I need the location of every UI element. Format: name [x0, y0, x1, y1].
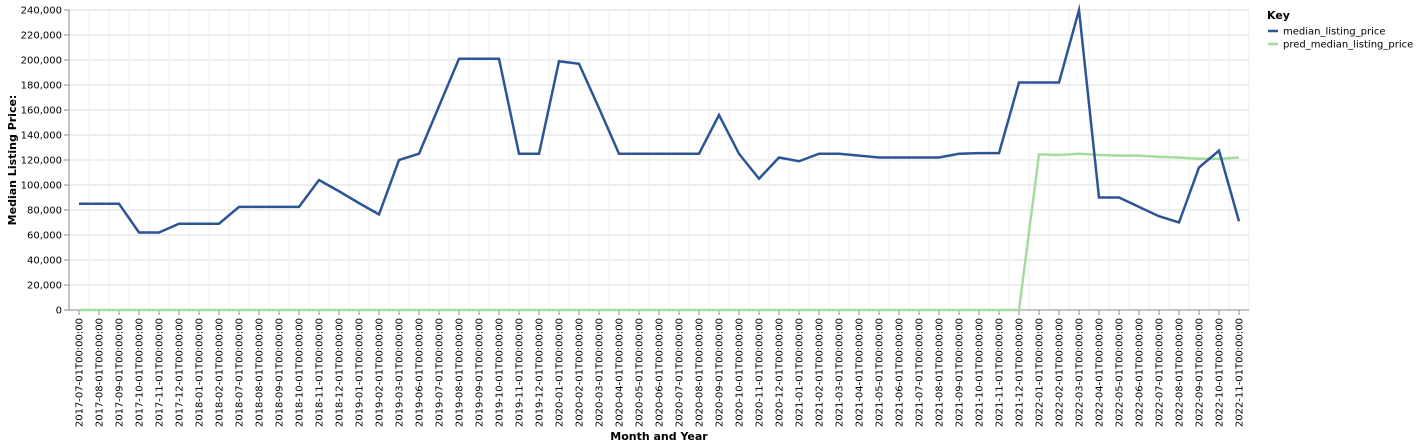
- x-tick-label: 2018-07-01T00:00:00: [235, 318, 246, 427]
- x-tick-label: 2020-10-01T00:00:00: [735, 318, 746, 427]
- series-lines: [79, 3, 1241, 312]
- x-tick-label: 2021-06-01T00:00:00: [895, 318, 906, 427]
- x-tick-label: 2020-11-01T00:00:00: [755, 318, 766, 427]
- x-tick-label: 2021-11-01T00:00:00: [995, 318, 1006, 427]
- y-tick-label: 0: [56, 306, 62, 317]
- series-line-pred-median-listing-price: [79, 152, 1240, 312]
- x-tick-label: 2020-09-01T00:00:00: [715, 318, 726, 427]
- y-tick-label: 120,000: [21, 156, 62, 167]
- y-axis: 0 20,000 40,000 60,000 80,000 100,000 120,000 1…: [21, 6, 70, 317]
- y-tick-label: 80,000: [27, 206, 62, 217]
- x-tick-label: 2022-06-01T00:00:00: [1135, 318, 1146, 427]
- x-tick-label: 2019-10-01T00:00:00: [495, 318, 506, 427]
- x-tick-label: 2021-04-01T00:00:00: [855, 318, 866, 427]
- x-axis: 2017-07-01T00:00:00 2017-08-01T00:00:00 20…: [69, 309, 1249, 427]
- x-tick-label: 2017-09-01T00:00:00: [115, 318, 126, 427]
- x-tick-label: 2021-03-01T00:00:00: [835, 318, 846, 427]
- x-tick-label: 2017-11-01T00:00:00: [155, 318, 166, 427]
- x-tick-label: 2019-12-01T00:00:00: [535, 318, 546, 427]
- x-tick-label: 2021-07-01T00:00:00: [915, 318, 926, 427]
- x-tick-label: 2021-12-01T00:00:00: [1015, 318, 1026, 427]
- x-tick-label: 2019-03-01T00:00:00: [395, 318, 406, 427]
- series-line-median-listing-price: [79, 3, 1241, 234]
- x-tick-label: 2019-02-01T00:00:00: [375, 318, 386, 427]
- x-tick-label: 2022-05-01T00:00:00: [1115, 318, 1126, 427]
- gridlines: [68, 9, 1250, 311]
- x-tick-label: 2019-08-01T00:00:00: [455, 318, 466, 427]
- y-axis-title: Median Listing Price:: [6, 95, 19, 226]
- x-tick-label: 2022-04-01T00:00:00: [1095, 318, 1106, 427]
- x-tick-label: 2021-01-01T00:00:00: [795, 318, 806, 427]
- x-tick-label: 2020-04-01T00:00:00: [615, 318, 626, 427]
- x-tick-label: 2021-08-01T00:00:00: [935, 318, 946, 427]
- x-axis-title: Month and Year: [610, 430, 708, 443]
- x-tick-label: 2019-09-01T00:00:00: [475, 318, 486, 427]
- legend: Key median_listing_price pred_median_list…: [1267, 9, 1413, 51]
- y-tick-label: 100,000: [21, 181, 62, 192]
- x-tick-label: 2020-07-01T00:00:00: [675, 318, 686, 427]
- y-tick-label: 180,000: [21, 81, 62, 92]
- y-tick-label: 140,000: [21, 131, 62, 142]
- x-tick-label: 2017-12-01T00:00:00: [175, 318, 186, 427]
- y-tick-label: 200,000: [21, 56, 62, 67]
- y-tick-label: 160,000: [21, 106, 62, 117]
- x-tick-label: 2022-03-01T00:00:00: [1075, 318, 1086, 427]
- x-tick-label: 2018-11-01T00:00:00: [315, 318, 326, 427]
- x-tick-label: 2020-02-01T00:00:00: [575, 318, 586, 427]
- x-tick-label: 2018-12-01T00:00:00: [335, 318, 346, 427]
- x-tick-label: 2018-08-01T00:00:00: [255, 318, 266, 427]
- y-tick-label: 60,000: [27, 231, 62, 242]
- x-tick-label: 2018-09-01T00:00:00: [275, 318, 286, 427]
- x-tick-label: 2017-07-01T00:00:00: [75, 318, 86, 427]
- x-tick-label: 2022-11-01T00:00:00: [1235, 318, 1246, 427]
- y-tick-label: 220,000: [21, 31, 62, 42]
- x-tick-label: 2020-03-01T00:00:00: [595, 318, 606, 427]
- y-tick-label: 20,000: [27, 281, 62, 292]
- x-tick-label: 2019-06-01T00:00:00: [415, 318, 426, 427]
- x-tick-label: 2018-10-01T00:00:00: [295, 318, 306, 427]
- x-tick-label: 2021-10-01T00:00:00: [975, 318, 986, 427]
- x-tick-label: 2022-09-01T00:00:00: [1195, 318, 1206, 427]
- x-tick-label: 2020-06-01T00:00:00: [655, 318, 666, 427]
- x-tick-label: 2020-12-01T00:00:00: [775, 318, 786, 427]
- y-tick-label: 40,000: [27, 256, 62, 267]
- x-tick-label: 2022-10-01T00:00:00: [1215, 318, 1226, 427]
- x-tick-label: 2020-05-01T00:00:00: [635, 318, 646, 427]
- x-tick-label: 2022-07-01T00:00:00: [1155, 318, 1166, 427]
- x-tick-label: 2019-01-01T00:00:00: [355, 318, 366, 427]
- x-tick-label: 2018-02-01T00:00:00: [215, 318, 226, 427]
- legend-label: pred_median_listing_price: [1283, 40, 1413, 51]
- legend-title: Key: [1267, 9, 1290, 22]
- x-tick-label: 2022-02-01T00:00:00: [1055, 318, 1066, 427]
- x-tick-label: 2017-10-01T00:00:00: [135, 318, 146, 427]
- x-tick-label: 2021-02-01T00:00:00: [815, 318, 826, 427]
- x-tick-label: 2020-01-01T00:00:00: [555, 318, 566, 427]
- x-tick-label: 2021-05-01T00:00:00: [875, 318, 886, 427]
- x-tick-label: 2022-01-01T00:00:00: [1035, 318, 1046, 427]
- x-tick-label: 2022-08-01T00:00:00: [1175, 318, 1186, 427]
- x-tick-label: 2018-01-01T00:00:00: [195, 318, 206, 427]
- x-tick-label: 2017-08-01T00:00:00: [95, 318, 106, 427]
- x-tick-label: 2020-08-01T00:00:00: [695, 318, 706, 427]
- x-tick-label: 2019-11-01T00:00:00: [515, 318, 526, 427]
- x-tick-label: 2019-07-01T00:00:00: [435, 318, 446, 427]
- x-tick-label: 2021-09-01T00:00:00: [955, 318, 966, 427]
- y-tick-label: 240,000: [21, 6, 62, 17]
- legend-label: median_listing_price: [1283, 27, 1386, 38]
